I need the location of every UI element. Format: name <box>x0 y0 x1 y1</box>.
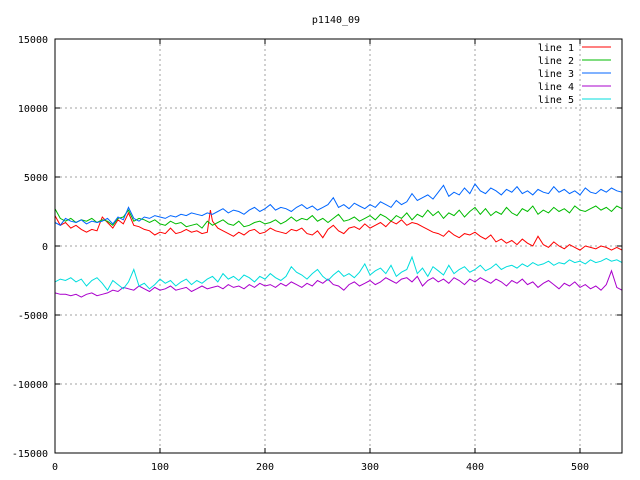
chart-title: p1140_09 <box>312 15 360 26</box>
legend-label: line 3 <box>538 69 574 80</box>
series-line-2 <box>54 205 623 229</box>
series-line-3 <box>54 182 623 226</box>
legend-label: line 5 <box>538 95 574 106</box>
legend-label: line 1 <box>538 43 574 54</box>
x-tick-label: 100 <box>151 462 169 473</box>
y-tick-label: 0 <box>42 242 48 253</box>
x-tick-label: 0 <box>52 462 58 473</box>
series-line-4 <box>54 269 623 298</box>
y-tick-label: 5000 <box>24 173 48 184</box>
y-tick-label: -10000 <box>12 380 48 391</box>
y-tick-label: 10000 <box>18 104 48 115</box>
x-tick-label: 500 <box>571 462 589 473</box>
y-tick-label: 15000 <box>18 35 48 46</box>
series-line-5 <box>54 255 623 292</box>
legend: line 1 line 2 line 3 line 4 line 5 <box>538 43 611 106</box>
x-tick-label: 400 <box>466 462 484 473</box>
y-tick-label: -5000 <box>18 311 48 322</box>
series-line-1 <box>54 210 623 251</box>
series-layer <box>54 182 623 298</box>
legend-label: line 4 <box>538 82 574 93</box>
legend-label: line 2 <box>538 56 574 67</box>
y-tick-label: -15000 <box>12 449 48 460</box>
x-tick-label: 200 <box>256 462 274 473</box>
y-axis: -15000 -10000 -5000 0 5000 10000 15000 <box>12 35 622 460</box>
x-tick-label: 300 <box>361 462 379 473</box>
x-axis: 0 100 200 300 400 500 <box>52 39 589 473</box>
